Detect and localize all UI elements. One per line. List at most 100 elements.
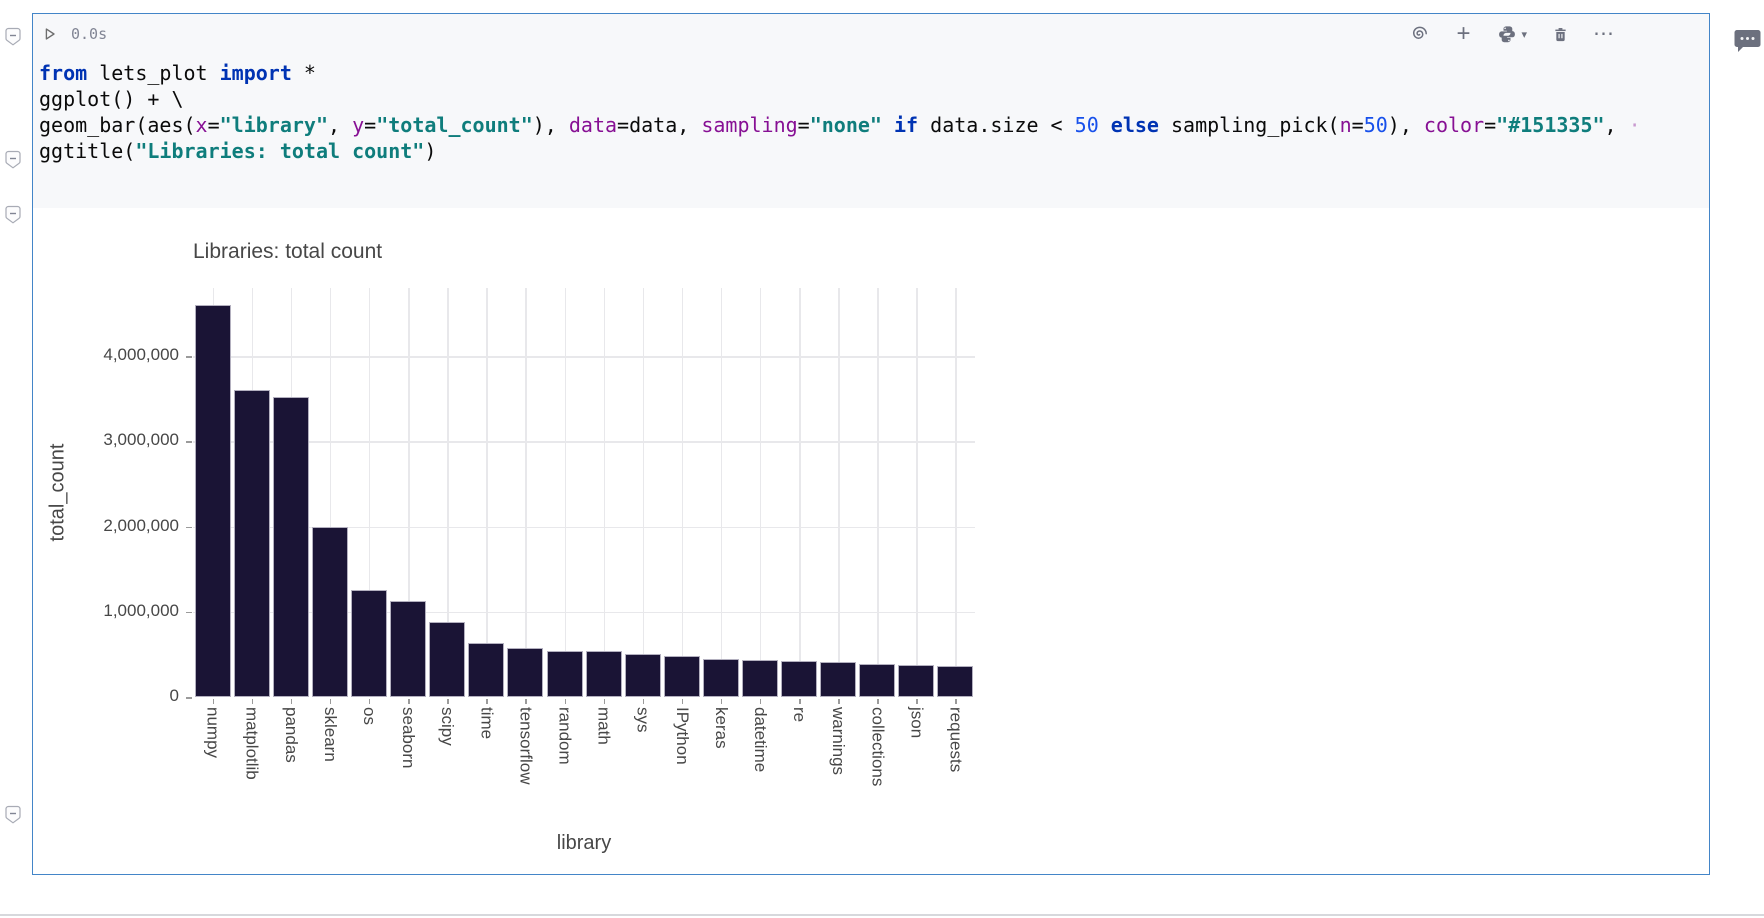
x-tick-mark <box>408 699 410 704</box>
bar-sys <box>624 653 661 697</box>
comment-icon[interactable] <box>1734 29 1761 53</box>
x-tick-label: tensorflow <box>516 707 536 785</box>
chart-stage: Libraries: total count total_count libra… <box>33 14 1709 874</box>
code-editor[interactable]: from lets_plot import * ggplot() + \ geom_… <box>39 60 1641 164</box>
y-tick-label: 0 <box>169 686 179 705</box>
gridline-vertical <box>720 288 723 697</box>
x-tick-label: sklearn <box>320 707 340 762</box>
bar-collections <box>859 664 896 697</box>
output-end-fold-marker[interactable] <box>4 805 22 825</box>
code-line[interactable]: ggtitle("Libraries: total count") <box>39 138 1641 164</box>
gridline-vertical <box>877 288 879 697</box>
gridline-vertical <box>799 288 801 697</box>
fold-pin-icon <box>5 27 21 46</box>
chart-title: Libraries: total count <box>193 240 383 263</box>
x-tick-label: os <box>359 707 379 725</box>
code-line[interactable]: from lets_plot import * <box>39 60 1641 86</box>
x-tick-mark <box>681 699 684 704</box>
x-tick-label: pandas <box>281 707 301 763</box>
code-line[interactable]: ggplot() + \ <box>39 86 1641 112</box>
code-token: = <box>1351 113 1364 137</box>
gridline-vertical <box>916 288 918 697</box>
y-tick-mark <box>186 526 192 528</box>
bar-tensorflow <box>507 648 544 697</box>
code-token: y <box>352 113 365 137</box>
x-tick-mark <box>720 699 723 704</box>
interpreter-selector[interactable]: ▾ <box>1496 23 1527 45</box>
gridline-vertical <box>525 288 527 697</box>
gridline-horizontal <box>193 356 975 358</box>
run-icon <box>45 28 55 40</box>
code-token: else <box>1110 113 1159 137</box>
gridline-vertical <box>759 288 762 697</box>
y-tick-label: 1,000,000 <box>103 600 179 620</box>
x-tick-label: IPython <box>672 707 692 765</box>
code-token: = <box>1484 113 1497 137</box>
delete-cell-icon[interactable] <box>1549 23 1571 45</box>
x-tick-label: seaborn <box>399 707 419 769</box>
cell-fold-marker[interactable] <box>4 27 22 47</box>
bar-pandas <box>272 396 309 697</box>
code-token: = <box>364 113 377 137</box>
chevron-down-icon: ▾ <box>1521 28 1527 41</box>
code-cell-area[interactable]: 0.0s + ▾ <box>33 14 1709 208</box>
bar-requests <box>937 665 974 697</box>
x-tick-mark <box>642 699 645 704</box>
code-token: "#151335" <box>1496 113 1605 137</box>
x-tick-mark <box>447 699 449 704</box>
x-tick-label: requests <box>946 707 966 773</box>
x-tick-mark <box>916 699 918 704</box>
code-token: geom_bar(aes( <box>39 113 196 137</box>
x-tick-label: random <box>555 707 575 765</box>
code-token: from <box>39 61 88 85</box>
gridline-horizontal <box>193 441 975 443</box>
code-token: * <box>291 61 316 85</box>
gridline-vertical <box>329 288 332 697</box>
x-tick-mark <box>525 699 527 704</box>
code-token: = <box>797 113 810 137</box>
x-tick-label: keras <box>711 707 731 749</box>
more-actions-icon[interactable]: ⋯ <box>1593 22 1615 45</box>
code-token: "library" <box>219 113 329 137</box>
bar-numpy <box>194 304 231 697</box>
bar-os <box>350 589 387 697</box>
bar-datetime <box>741 659 778 697</box>
gridline-vertical <box>564 288 566 697</box>
x-tick-label: matplotlib <box>242 707 262 780</box>
x-tick-label: collections <box>868 707 888 787</box>
gridline-vertical <box>642 288 645 697</box>
ai-swirl-icon[interactable] <box>1408 23 1430 45</box>
x-tick-mark <box>759 699 762 704</box>
add-cell-icon[interactable]: + <box>1456 20 1471 47</box>
x-tick-label: warnings <box>829 707 849 776</box>
x-axis-title: library <box>556 832 612 854</box>
bar-re <box>781 661 817 697</box>
code-token: sampling <box>701 113 798 137</box>
gridline-vertical <box>447 288 449 697</box>
gridline-vertical <box>838 288 840 697</box>
bar-time <box>468 642 505 697</box>
x-tick-label: datetime <box>750 707 770 773</box>
bar-warnings <box>820 661 857 697</box>
fold-pin-icon <box>5 805 21 824</box>
bar-scipy <box>429 621 466 697</box>
output-fold-marker[interactable] <box>4 205 22 225</box>
code-token: ), <box>532 113 569 137</box>
window-bottom-divider <box>0 914 1764 916</box>
bar-keras <box>702 659 739 697</box>
code-fold-marker[interactable] <box>4 150 22 170</box>
code-token: ggplot() + \ <box>39 87 184 111</box>
run-cell-button[interactable] <box>39 23 61 45</box>
y-tick-mark <box>186 611 192 614</box>
code-token: data.size < <box>918 113 1075 137</box>
code-line[interactable]: geom_bar(aes(x="library", y="total_count… <box>39 112 1641 138</box>
gridline-vertical <box>486 288 488 697</box>
x-tick-mark <box>877 699 879 704</box>
x-tick-label: scipy <box>438 707 458 746</box>
x-tick-mark <box>329 699 332 704</box>
x-tick-mark <box>212 699 215 704</box>
code-token: import <box>219 61 292 85</box>
y-tick-label: 3,000,000 <box>103 430 179 450</box>
x-tick-label: sys <box>633 707 653 733</box>
code-token: =data, <box>617 113 702 137</box>
